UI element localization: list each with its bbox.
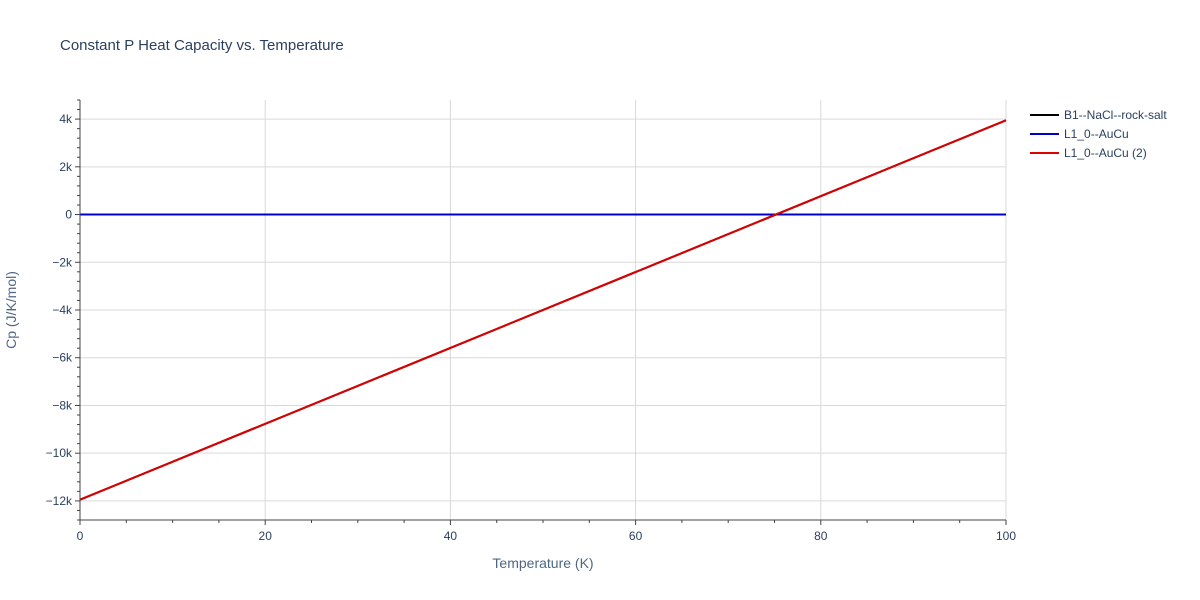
legend-item[interactable]: L1_0--AuCu (2) [1030, 146, 1147, 160]
series-line [79, 119, 1007, 501]
legend-label: L1_0--AuCu (2) [1064, 146, 1147, 160]
legend-label: B1--NaCl--rock-salt [1064, 108, 1167, 122]
x-tick-label: 60 [629, 529, 643, 543]
y-axis-title: Cp (J/K/mol) [3, 271, 19, 349]
legend-item[interactable]: B1--NaCl--rock-salt [1030, 108, 1167, 122]
x-axis-title: Temperature (K) [492, 555, 593, 571]
x-tick-label: 0 [77, 529, 84, 543]
y-tick-label: −6k [52, 351, 73, 365]
legend[interactable]: B1--NaCl--rock-salt L1_0--AuCu L1_0--AuCu … [1030, 108, 1167, 160]
x-tick-label: 20 [259, 529, 273, 543]
axes: 0 20 40 60 80 100 −12k −10k −8k −6k −4k −2k 0 2k 4k [46, 99, 1016, 543]
legend-item[interactable]: L1_0--AuCu [1030, 127, 1129, 141]
y-tick-label: 4k [59, 112, 73, 126]
y-tick-label: −12k [46, 494, 73, 508]
y-tick-label: −4k [52, 303, 73, 317]
y-tick-label: 0 [65, 208, 72, 222]
chart-title: Constant P Heat Capacity vs. Temperature [60, 37, 344, 54]
y-tick-label: −8k [52, 398, 73, 412]
series-lines [79, 119, 1007, 501]
y-tick-label: 2k [59, 160, 73, 174]
y-tick-label: −10k [46, 446, 73, 460]
x-tick-label: 100 [996, 529, 1016, 543]
y-tick-label: −2k [52, 255, 73, 269]
legend-label: L1_0--AuCu [1064, 127, 1129, 141]
x-tick-label: 40 [444, 529, 458, 543]
x-tick-label: 80 [814, 529, 828, 543]
